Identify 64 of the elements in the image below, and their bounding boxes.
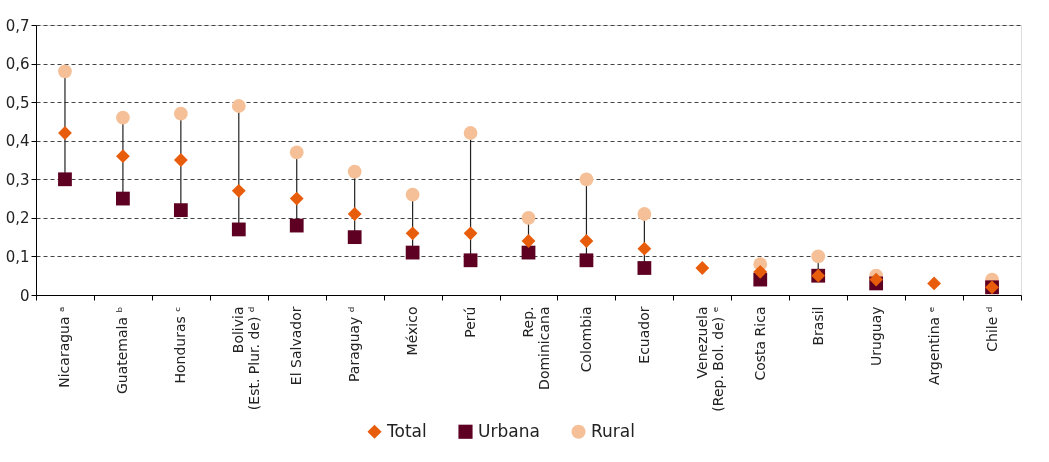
- point: [579, 234, 594, 248]
- y-tick-label: 0: [19, 286, 30, 305]
- point: [927, 276, 941, 291]
- point: [463, 226, 478, 241]
- x-tick-label: Uruguay: [867, 306, 884, 366]
- point: [811, 249, 826, 264]
- point: [405, 226, 420, 241]
- x-tick-label: Colombia: [577, 306, 594, 373]
- point: [637, 207, 652, 221]
- x-tick-label: Honduras ᶜ: [172, 306, 189, 384]
- y-tick-label: 0,6: [5, 55, 30, 74]
- point: [58, 172, 72, 187]
- point: [289, 218, 304, 233]
- point: [579, 253, 594, 268]
- point: [405, 245, 420, 260]
- x-tick-label: Argentina ᵉ: [925, 306, 942, 386]
- y-tick-label: 0,2: [5, 209, 30, 228]
- legend-label: Total: [386, 420, 427, 441]
- point: [869, 272, 884, 287]
- point: [463, 253, 478, 268]
- x-tick-label: Ecuador: [635, 306, 652, 364]
- point: [347, 207, 362, 221]
- point: [173, 106, 188, 121]
- point: [231, 99, 246, 113]
- point: [521, 234, 536, 248]
- point: [231, 183, 246, 198]
- point: [579, 172, 594, 187]
- point: [405, 187, 420, 202]
- y-tick-label: 0,4: [5, 132, 30, 151]
- point: [753, 264, 768, 279]
- x-tick-label: Brasil: [809, 306, 826, 346]
- x-tick-label: Perú: [462, 306, 479, 338]
- point: [58, 64, 72, 79]
- x-tick-label: México: [404, 306, 421, 356]
- x-tick-label: Chile ᵈ: [983, 306, 1000, 352]
- legend-label: Urbana: [478, 420, 540, 441]
- y-tick-label: 0,5: [5, 93, 30, 112]
- x-tick-label: Venezuela (Rep. Bol. de) ᵉ: [693, 306, 726, 412]
- y-tick-label: 0,1: [5, 247, 30, 266]
- point: [116, 110, 130, 125]
- x-tick-label: Paraguay ᵈ: [346, 306, 363, 382]
- x-tick-label: Nicaragua ᵃ: [56, 306, 73, 388]
- point: [116, 149, 130, 164]
- point: [637, 261, 652, 275]
- point: [347, 164, 362, 179]
- point: [289, 191, 304, 206]
- x-tick-label: El Salvador: [288, 306, 305, 386]
- point: [521, 210, 536, 225]
- x-tick-label: Costa Rica: [751, 306, 768, 381]
- legend-label: Rural: [591, 420, 635, 441]
- point: [463, 126, 478, 140]
- point: [289, 145, 304, 160]
- point: [173, 203, 188, 218]
- x-tick-label: Guatemala ᵇ: [114, 306, 131, 395]
- point: [347, 230, 362, 245]
- x-tick-label: Bolivia (Est. Plur. de) ᵈ: [230, 306, 263, 411]
- y-tick-label: 0,3: [5, 170, 30, 189]
- y-tick-label: 0,7: [5, 16, 30, 35]
- point: [173, 153, 188, 167]
- x-tick-label: Rep. Dominicana: [520, 306, 552, 390]
- point: [231, 222, 246, 237]
- point: [116, 191, 130, 206]
- point: [695, 261, 710, 275]
- point: [637, 241, 652, 256]
